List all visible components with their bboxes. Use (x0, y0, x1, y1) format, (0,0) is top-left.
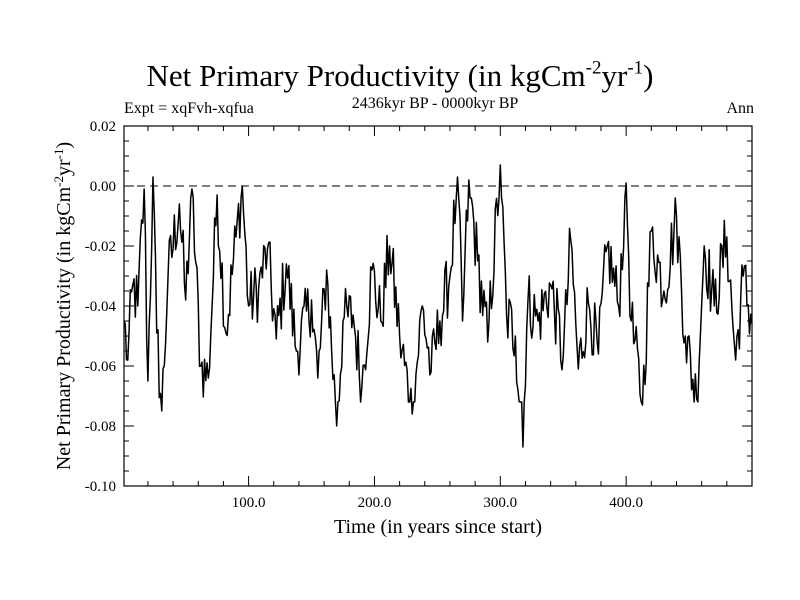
experiment-label: Expt = xqFvh-xqfua (124, 100, 254, 117)
tick-labels: 0.02 0.00 -0.02 -0.04 -0.06 -0.08 -0.10 100.0 20… (85, 119, 643, 511)
y-tick-label: -0.04 (85, 299, 117, 315)
y-tick-label: -0.08 (85, 419, 116, 435)
x-tick-label: 100.0 (232, 495, 266, 511)
x-tick-label: 400.0 (609, 495, 643, 511)
x-axis-title: Time (in years since start) (334, 516, 542, 538)
period-label: 2436kyr BP - 0000kyr BP (351, 95, 519, 112)
season-label: Ann (726, 100, 754, 117)
plot-frame (123, 125, 753, 487)
x-tick-label: 300.0 (483, 495, 517, 511)
y-tick-label: -0.06 (85, 359, 117, 375)
y-tick-label: 0.02 (90, 119, 116, 135)
y-tick-label: -0.10 (85, 479, 116, 495)
y-tick-label: 0.00 (90, 179, 116, 195)
ticks (124, 125, 752, 487)
x-tick-label: 200.0 (358, 495, 392, 511)
y-tick-label: -0.02 (85, 239, 116, 255)
chart-title: Net Primary Productivity (in kgCm-2yr-1) (146, 57, 654, 93)
y-axis-title: Net Primary Productivity (in kgCm-2yr-1) (51, 142, 75, 470)
npp-series-line (123, 164, 753, 448)
